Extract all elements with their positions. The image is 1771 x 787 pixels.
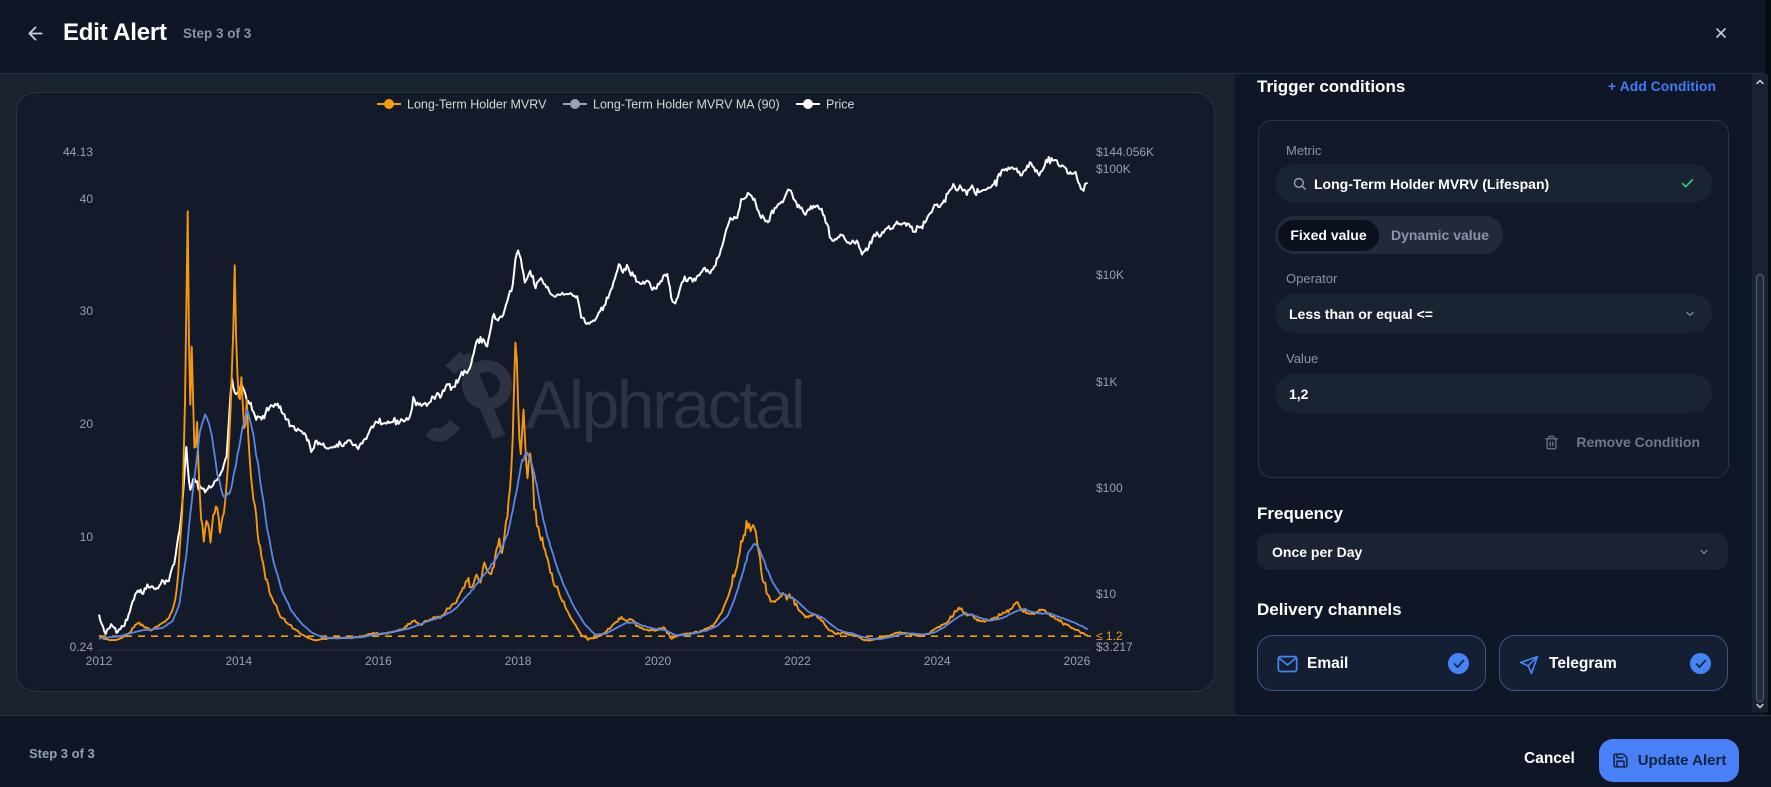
svg-text:2022: 2022 bbox=[784, 654, 811, 668]
svg-text:2016: 2016 bbox=[365, 654, 392, 668]
svg-text:0.24: 0.24 bbox=[70, 640, 94, 654]
svg-text:2014: 2014 bbox=[225, 654, 252, 668]
svg-text:$100K: $100K bbox=[1096, 162, 1131, 176]
svg-text:$100: $100 bbox=[1096, 481, 1123, 495]
svg-text:20: 20 bbox=[80, 417, 94, 431]
svg-text:$1K: $1K bbox=[1096, 375, 1117, 389]
svg-text:44.13: 44.13 bbox=[63, 145, 93, 159]
svg-text:2012: 2012 bbox=[86, 654, 113, 668]
svg-text:40: 40 bbox=[80, 192, 94, 206]
svg-text:2018: 2018 bbox=[505, 654, 532, 668]
svg-text:30: 30 bbox=[80, 304, 94, 318]
svg-text:10: 10 bbox=[80, 530, 94, 544]
svg-text:$10K: $10K bbox=[1096, 268, 1124, 282]
svg-text:2020: 2020 bbox=[644, 654, 671, 668]
svg-text:$10: $10 bbox=[1096, 587, 1116, 601]
svg-text:2026: 2026 bbox=[1064, 654, 1091, 668]
svg-text:Long-Term Holder MVRV: Long-Term Holder MVRV bbox=[407, 98, 547, 112]
svg-text:2024: 2024 bbox=[924, 654, 951, 668]
svg-text:$144.056K: $144.056K bbox=[1096, 145, 1154, 159]
svg-text:Long-Term Holder MVRV MA (90): Long-Term Holder MVRV MA (90) bbox=[593, 98, 780, 112]
svg-text:≤ 1.2: ≤ 1.2 bbox=[1096, 629, 1123, 643]
svg-text:Alphractal: Alphractal bbox=[526, 367, 803, 443]
svg-text:Price: Price bbox=[826, 98, 855, 112]
svg-text:$3.217: $3.217 bbox=[1096, 640, 1133, 654]
